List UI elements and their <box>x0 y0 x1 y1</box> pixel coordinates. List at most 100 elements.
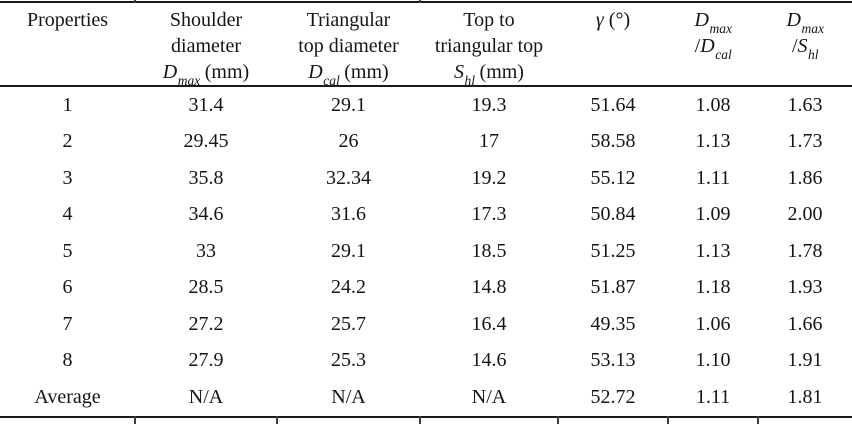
math-symbol: D <box>694 9 709 31</box>
column-header-properties: Properties <box>0 2 135 87</box>
math-subscript: max <box>177 73 201 88</box>
table-cell: 5 <box>62 239 73 262</box>
column-header-shoulder-diameter: Shoulder diameter Dmax (mm) <box>135 2 277 88</box>
table-cell: 33 <box>196 239 216 262</box>
division-slash: / <box>791 35 798 57</box>
table-cell: 1.91 <box>787 349 823 372</box>
table-cell: 18.5 <box>471 239 507 262</box>
header-math-shl: Shl (mm) <box>420 59 558 88</box>
properties-table: Properties Shoulder diameter Dmax (mm) Tr… <box>0 1 852 418</box>
header-line-1: Shoulder <box>169 9 243 31</box>
table-cell: 49.35 <box>590 312 636 335</box>
table-cell: 29.1 <box>331 93 366 116</box>
header-line-1: Triangular <box>306 9 391 31</box>
table-cell: 31.6 <box>331 203 366 226</box>
table-cell: 25.3 <box>331 349 366 372</box>
math-symbol: γ <box>595 9 604 31</box>
table-cell: 1.18 <box>695 276 731 299</box>
table-cell: 2.00 <box>787 203 823 226</box>
table-cell: 55.12 <box>590 166 636 189</box>
header-row: Properties Shoulder diameter Dmax (mm) Tr… <box>0 2 852 88</box>
table-cell: 4 <box>62 203 73 226</box>
math-subscript: hl <box>464 73 476 88</box>
table-cell: 51.87 <box>590 276 636 299</box>
ratio-numerator: Dmax <box>668 7 758 35</box>
table-cell: N/A <box>471 385 507 408</box>
table-cell: 1.13 <box>695 130 731 153</box>
table-cell: 14.6 <box>471 349 507 372</box>
math-symbol: S <box>454 61 465 83</box>
table-cell: 3 <box>62 166 73 189</box>
column-header-dmax-over-shl: Dmax /Shl <box>758 2 852 87</box>
table-cell: 52.72 <box>590 385 636 408</box>
table-cell: N/A <box>331 385 366 408</box>
table-cell: 8 <box>62 349 73 372</box>
table-cell: 1.13 <box>695 239 731 262</box>
math-subscript: hl <box>808 47 819 62</box>
math-unit: (mm) <box>204 61 250 83</box>
table-row: 1 31.4 29.1 19.3 51.64 1.08 1.63 <box>0 86 852 124</box>
table-cell: 19.2 <box>471 166 507 189</box>
column-boundary-tick <box>667 416 669 424</box>
table-cell: 1.11 <box>695 166 731 189</box>
header-math-dcal: Dcal (mm) <box>277 59 420 88</box>
column-boundary-tick <box>757 416 759 424</box>
header-math-dmax: Dmax (mm) <box>135 59 277 88</box>
column-header-gamma: γ (°) <box>558 2 668 87</box>
table-cell: N/A <box>188 385 224 408</box>
table-cell: 1.09 <box>695 203 731 226</box>
math-subscript: max <box>801 21 824 36</box>
table-header: Properties Shoulder diameter Dmax (mm) Tr… <box>0 2 852 88</box>
table-cell: 16.4 <box>471 312 507 335</box>
table-cell: 14.8 <box>471 276 507 299</box>
table-cell: 1.78 <box>787 239 823 262</box>
table-cell: 17 <box>479 130 499 153</box>
math-symbol: D <box>162 61 178 83</box>
table-cell: 19.3 <box>471 93 507 116</box>
ratio-numerator: Dmax <box>758 7 852 36</box>
table-row: 3 35.8 32.34 19.2 55.12 1.11 1.86 <box>0 160 852 197</box>
header-line-2: top diameter <box>298 35 399 57</box>
table-cell: Average <box>34 385 101 408</box>
math-subscript: cal <box>323 73 340 88</box>
table-cell: 1.66 <box>787 312 823 335</box>
column-boundary-tick <box>134 0 136 3</box>
table-cell: 27.2 <box>188 312 224 335</box>
header-line-2: triangular top <box>434 35 544 57</box>
math-symbol: D <box>308 61 323 83</box>
table-cell: 1.73 <box>787 130 823 153</box>
column-header-top-to-triangular-top: Top to triangular top Shl (mm) <box>420 2 558 88</box>
table-cell: 17.3 <box>471 203 507 226</box>
math-unit: (°) <box>608 9 631 31</box>
table-cell: 1.08 <box>695 93 731 116</box>
table-cell: 26 <box>338 130 359 153</box>
table-cell: 1.81 <box>787 385 823 408</box>
table-cell: 27.9 <box>188 349 224 372</box>
table-row: 6 28.5 24.2 14.8 51.87 1.18 1.93 <box>0 270 852 307</box>
table-row: 8 27.9 25.3 14.6 53.13 1.10 1.91 <box>0 343 852 380</box>
table-cell: 28.5 <box>188 276 224 299</box>
table-cell: 6 <box>62 276 73 299</box>
table-cell: 1 <box>62 93 73 116</box>
table-cell: 58.58 <box>590 130 636 153</box>
table-cell: 34.6 <box>188 203 224 226</box>
table-cell: 1.86 <box>787 166 823 189</box>
table-cell: 31.4 <box>188 93 224 116</box>
table-cell: 1.63 <box>787 93 823 116</box>
table-cell: 1.11 <box>695 385 731 408</box>
division-slash: / <box>694 35 701 57</box>
ratio-denominator: /Dcal <box>668 33 758 62</box>
math-symbol: D <box>786 9 801 31</box>
table-cell: 1.06 <box>695 312 731 335</box>
table-cell: 24.2 <box>331 276 366 299</box>
column-header-triangular-top-diameter: Triangular top diameter Dcal (mm) <box>277 2 420 88</box>
column-boundary-tick <box>557 416 559 424</box>
math-subscript: cal <box>715 47 732 62</box>
table-cell: 51.25 <box>590 239 636 262</box>
table-cell: 25.7 <box>331 312 366 335</box>
table-row: 2 29.45 26 17 58.58 1.13 1.73 <box>0 124 852 161</box>
table-cell: 35.8 <box>188 166 224 189</box>
table-row: 7 27.2 25.7 16.4 49.35 1.06 1.66 <box>0 306 852 343</box>
math-unit: (mm) <box>479 61 524 83</box>
